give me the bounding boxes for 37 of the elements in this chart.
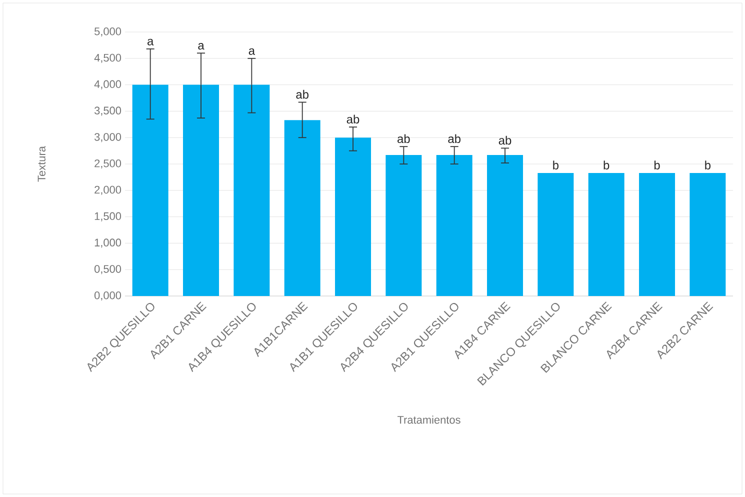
annotation: ab [346,114,360,124]
y-tick-label: 0,000 [94,291,122,301]
y-tick-label: 2,500 [94,159,122,169]
annotation: b [705,160,710,170]
x-axis-title: Tratamientos [397,416,460,424]
annotation: a [248,48,255,55]
annotation: b [553,160,558,170]
annotation: ab [498,136,512,145]
y-tick-label: 3,500 [94,106,122,116]
bar [639,172,676,296]
y-tick-label: 0,500 [94,265,122,274]
annotation: a [148,38,154,46]
y-tick-label: 4,500 [94,54,122,63]
y-axis-title: Textura [38,146,46,182]
bar [436,155,472,296]
bar [690,172,726,296]
y-tick-label: 3,000 [94,133,122,142]
annotation: ab [296,90,308,99]
bar [284,120,320,296]
bar [588,172,624,296]
bar [335,138,372,296]
y-tick-label: 1,500 [94,212,122,222]
bar [386,155,422,296]
bar [132,84,168,296]
bar [487,155,524,296]
y-tick-label: 2,000 [94,186,122,195]
bar [538,172,574,296]
bar [183,84,220,296]
annotation: b [654,160,660,170]
annotation: ab [448,134,460,144]
y-tick-label: 4,000 [94,80,122,90]
y-tick-label: 1,000 [94,238,122,248]
annotation: b [604,160,610,170]
annotation: a [198,43,204,50]
bar [234,84,270,296]
y-tick-label: 5,000 [94,27,122,37]
annotation: ab [398,134,410,144]
